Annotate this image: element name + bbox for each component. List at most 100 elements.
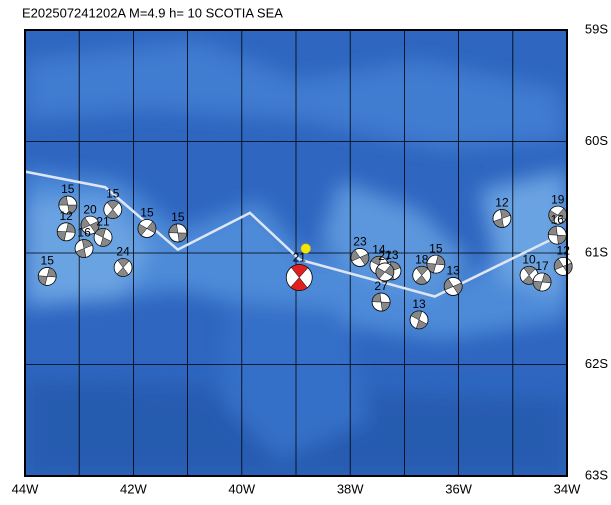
- focal-mechanism: 21: [285, 251, 313, 291]
- beachball-quadrant: [410, 310, 423, 321]
- focal-mechanism: 21: [93, 215, 113, 247]
- focal-mechanism: 15: [168, 210, 188, 243]
- beachball-quadrant: [553, 258, 564, 271]
- beachball-quadrant: [371, 292, 382, 303]
- depth-label: 23: [353, 235, 367, 249]
- beachball-quadrant: [415, 274, 428, 285]
- lon-tick-label: 44W: [12, 481, 39, 496]
- focal-mechanism: 15: [103, 187, 123, 219]
- focal-mechanism: 15: [37, 254, 57, 286]
- beachball-quadrant: [350, 249, 361, 262]
- depth-label: 13: [385, 248, 399, 262]
- beachball-quadrant: [290, 277, 308, 291]
- focal-mechanism: 18: [412, 252, 432, 285]
- focal-mechanism: 15: [58, 182, 78, 215]
- depth-label: 18: [415, 252, 429, 266]
- beachball-quadrant: [80, 217, 91, 230]
- depth-label: 10: [522, 252, 536, 266]
- depth-label: 19: [551, 192, 565, 206]
- beachball-quadrant: [500, 209, 511, 219]
- depth-label: 15: [61, 182, 75, 196]
- beachball-quadrant: [146, 221, 157, 234]
- focal-mechanism: 12: [492, 196, 512, 228]
- beachball-quadrant: [370, 256, 382, 266]
- depth-label: 17: [535, 259, 549, 273]
- beachball-quadrant: [493, 218, 504, 228]
- beachball-quadrant: [415, 319, 428, 330]
- lon-tick-label: 34W: [554, 481, 581, 496]
- beachball-quadrant: [290, 264, 309, 278]
- depth-label: 27: [374, 279, 388, 293]
- focal-mechanism: 23: [350, 235, 370, 267]
- beachball-quadrant: [541, 273, 552, 284]
- focal-mechanism: 16: [74, 226, 94, 258]
- beachball-quadrant: [46, 267, 57, 278]
- focal-mechanism: 20: [80, 202, 100, 235]
- epicenter: [300, 243, 312, 254]
- lat-tick-label: 63S: [585, 467, 608, 482]
- depth-label: 15: [106, 187, 120, 201]
- beachball-quadrant: [523, 266, 536, 276]
- focal-mechanism: 13: [409, 297, 429, 330]
- depth-label: 24: [116, 245, 130, 259]
- focal-mechanism: 16: [547, 212, 567, 245]
- beachball-quadrant: [75, 248, 87, 258]
- beachball-quadrant: [426, 263, 437, 274]
- beachball-quadrant: [380, 301, 391, 312]
- beachball-quadrant: [547, 225, 558, 236]
- focal-mechanism: 27: [371, 279, 391, 312]
- depth-label: 15: [41, 254, 55, 268]
- beachball-quadrant: [168, 223, 179, 234]
- depth-label: 15: [171, 210, 185, 224]
- beachball-quadrant: [359, 253, 370, 266]
- beachball-quadrant: [106, 200, 120, 210]
- beachball-quadrant: [56, 231, 67, 241]
- beachball-quadrant: [37, 275, 48, 286]
- lon-tick-label: 36W: [445, 481, 472, 496]
- depth-label: 15: [429, 241, 443, 255]
- beachball-quadrant: [100, 237, 112, 247]
- lon-tick-label: 40W: [228, 481, 255, 496]
- focal-mechanism: 12: [553, 244, 573, 276]
- beachball-quadrant: [435, 255, 446, 266]
- depth-label: 21: [96, 215, 110, 229]
- beachball-quadrant: [443, 278, 454, 291]
- beachball-quadrant: [65, 222, 76, 233]
- beachball-quadrant: [94, 228, 106, 238]
- depth-label: 12: [557, 244, 571, 258]
- beachball-quadrant: [384, 264, 395, 277]
- depth-label: 21: [293, 251, 307, 265]
- beachball-quadrant: [177, 232, 188, 243]
- depth-label: 12: [495, 196, 509, 210]
- map-frame: [24, 29, 568, 477]
- focal-mechanism: 27: [375, 249, 395, 282]
- beachball-quadrant: [452, 282, 463, 295]
- beachball-quadrant: [548, 210, 559, 223]
- beachball-quadrant: [58, 195, 69, 206]
- lat-tick-label: 59S: [585, 21, 608, 36]
- depth-label: 27: [378, 249, 392, 263]
- beachball-quadrant: [106, 209, 119, 219]
- depth-label: 12: [60, 209, 74, 223]
- map-title: E202507241202A M=4.9 h= 10 SCOTIA SEA: [22, 5, 283, 20]
- depth-label: 14: [372, 242, 386, 256]
- focal-mechanism: 15: [137, 206, 157, 238]
- focal-mechanism: 19: [548, 192, 568, 225]
- beachball-quadrant: [67, 204, 78, 215]
- depth-label: 13: [412, 297, 426, 311]
- depth-label: 16: [551, 212, 565, 226]
- lat-tick-label: 62S: [585, 356, 608, 371]
- focal-mechanism: 12: [56, 209, 76, 242]
- beachball-quadrant: [137, 223, 148, 236]
- lon-tick-label: 38W: [337, 481, 364, 496]
- depth-label: 20: [83, 202, 97, 216]
- beachball-quadrant: [117, 258, 130, 268]
- focal-mechanism: 17: [532, 259, 552, 292]
- lat-tick-label: 61S: [585, 244, 608, 259]
- depth-label: 15: [140, 206, 154, 220]
- depth-label: 13: [447, 264, 461, 278]
- beachball-quadrant: [81, 239, 93, 249]
- focal-mechanism: 24: [113, 245, 133, 277]
- beachball-quadrant: [116, 267, 129, 277]
